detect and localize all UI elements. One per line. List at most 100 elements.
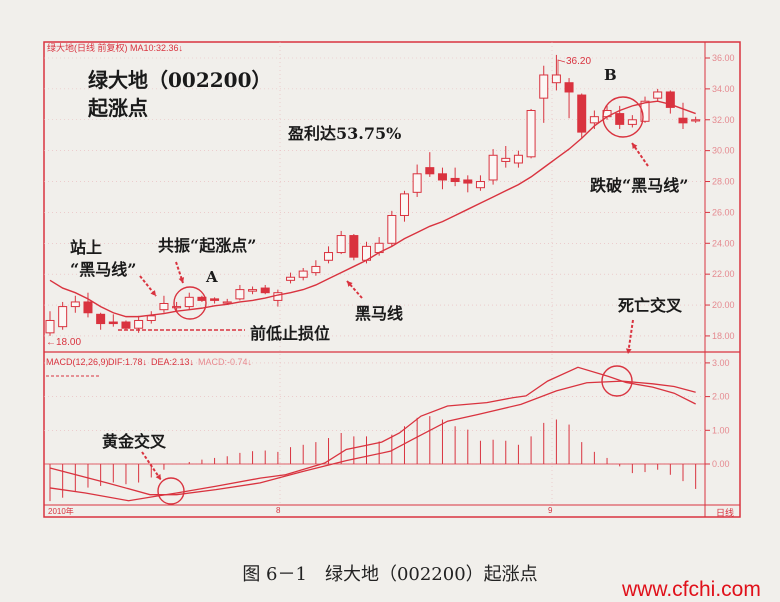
arrowhead-icon: [178, 277, 185, 283]
candle-up: [589, 116, 599, 124]
candle-down: [210, 298, 220, 301]
macd-legend-value: MACD:-0.74↓: [198, 357, 253, 367]
dif-line: [49, 366, 696, 502]
candle-up: [58, 306, 68, 328]
high-price-label: 36.20: [566, 56, 592, 67]
candle-up: [146, 315, 156, 321]
candle-down: [108, 321, 118, 325]
dashed-arrow-icon: [175, 261, 184, 284]
dashed-arrow-icon: [141, 451, 162, 481]
date-label-sep: 9: [548, 506, 553, 515]
high-marker: [557, 59, 566, 75]
candle-up: [627, 119, 637, 125]
price-tick-label: 32.00: [712, 115, 735, 125]
candle-down: [121, 321, 131, 329]
low-price-label: ←18.00: [46, 337, 82, 348]
candle-up: [184, 296, 194, 308]
resonance-annotation: 共振“起涨点”: [158, 236, 257, 255]
candle-up: [387, 214, 397, 244]
macd-tick-label: 2.00: [712, 392, 730, 402]
price-tick-label: 30.00: [712, 146, 735, 156]
outer-frame: [43, 41, 741, 518]
candle-down: [437, 173, 447, 181]
candle-down: [678, 117, 688, 124]
price-tick-label: 26.00: [712, 207, 735, 217]
price-tick-label: 24.00: [712, 238, 735, 248]
annotation-marks: [118, 59, 649, 505]
price-tick-label: 36.00: [712, 53, 735, 63]
candle-up: [640, 100, 650, 122]
candle-up: [412, 173, 422, 193]
stock-title: 绿大地（002200）: [88, 68, 272, 92]
period-label: 日线: [716, 508, 735, 518]
candle-up: [286, 276, 296, 281]
price-tick-label: 34.00: [712, 84, 735, 94]
candle-down: [450, 177, 460, 183]
profit-annotation: 盈利达53.75%: [288, 124, 402, 143]
chart-frame: [43, 41, 741, 518]
candle-up: [159, 302, 169, 311]
circle-golden-cross: [157, 477, 185, 505]
stock-subtitle: 起涨点: [88, 96, 148, 120]
candle-up: [172, 306, 182, 309]
candle-down: [349, 235, 359, 258]
candle-up: [248, 289, 258, 292]
circle-death-cross: [601, 365, 633, 397]
candle-up: [691, 119, 701, 122]
circle-point-b: [602, 96, 644, 138]
macd-tick-label: 1.00: [712, 425, 730, 435]
point-a-label: A: [206, 268, 218, 286]
candle-up: [475, 181, 485, 189]
dashed-arrow-icon: [627, 319, 634, 355]
figure-caption: 图 6－1 绿大地（002200）起涨点: [242, 564, 538, 585]
candle-down: [96, 313, 106, 325]
macd-legend-name: MACD(12,26,9): [46, 357, 109, 367]
dea-line: [49, 380, 696, 496]
candle-down: [83, 301, 93, 314]
price-tick-label: 20.00: [712, 300, 735, 310]
candle-up: [551, 74, 561, 84]
candle-up: [70, 301, 80, 308]
golden-cross-annotation: 黄金交叉: [102, 432, 167, 451]
watermark: www.cfchi.com: [622, 578, 761, 601]
ma10-line: [49, 100, 696, 318]
candle-up: [311, 265, 321, 274]
ma-line: [49, 100, 696, 318]
arrowhead-icon: [347, 281, 353, 287]
macd-legend-dea: DEA:2.13↓: [151, 357, 195, 367]
stand-on-annotation-2: “黑马线”: [70, 260, 137, 279]
date-label-aug: 8: [276, 506, 281, 515]
candle-up: [45, 319, 55, 334]
candle-down: [564, 82, 574, 93]
price-tick-label: 28.00: [712, 177, 735, 187]
candle-up: [336, 235, 346, 254]
candle-down: [615, 113, 625, 125]
candle-up: [222, 301, 232, 304]
arrowhead-icon: [625, 348, 632, 354]
axis-ticks: 36.00 34.00 32.00 30.00 28.00 26.00 24.00 22.00…: [705, 53, 735, 469]
arrowhead-icon: [150, 290, 156, 296]
candle-up: [526, 109, 536, 158]
candle-up: [539, 74, 549, 99]
macd-legend-dif: DIF:1.78↓: [108, 357, 148, 367]
candle-up: [399, 193, 409, 216]
candle-up: [653, 91, 663, 99]
macd-panel: [44, 366, 705, 502]
macd-tick-label: 3.00: [712, 358, 730, 368]
macd-tick-label: 0.00: [712, 459, 730, 469]
arrowhead-icon: [155, 474, 161, 480]
date-label-2010: 2010年: [48, 507, 74, 516]
point-b-label: B: [604, 66, 617, 84]
stand-on-annotation: 站上: [70, 238, 103, 257]
dashed-arrow-icon: [346, 280, 363, 299]
break-below-annotation: 跌破“黑马线”: [590, 176, 689, 195]
stop-loss-annotation: 前低止损位: [250, 324, 331, 343]
price-tick-label: 18.00: [712, 331, 735, 341]
arrowhead-icon: [632, 143, 638, 149]
candle-down: [425, 167, 435, 175]
circle-point-a: [173, 286, 207, 320]
candle-down: [577, 94, 587, 133]
chart-legend: 绿大地(日线 前复权) MA10:32.36↓: [47, 43, 184, 53]
candle-down: [463, 179, 473, 184]
